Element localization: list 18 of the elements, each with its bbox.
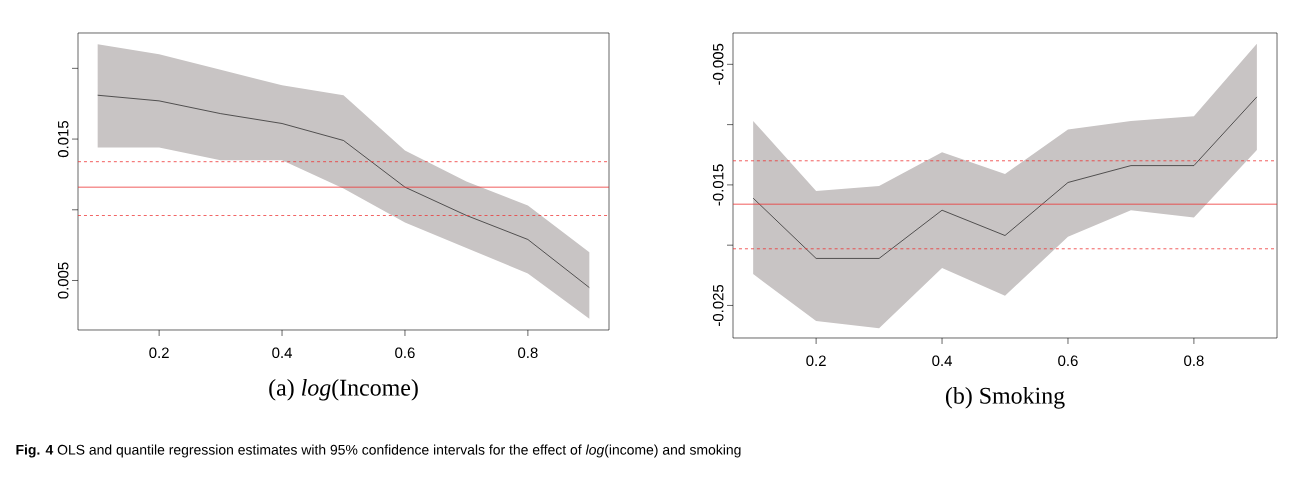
x-tick-label: 0.6: [1058, 355, 1078, 367]
x-tick-label: 0.2: [149, 347, 169, 359]
y-tick-label: -0.025: [712, 284, 724, 326]
line-series: [752, 96, 1258, 259]
x-axis-title: (b) Smoking: [945, 386, 1065, 409]
x-tick-label: 0.4: [932, 355, 952, 367]
x-tick-label: 0.8: [1184, 355, 1204, 367]
y-tick-label: -0.005: [712, 43, 724, 85]
x-tick-label: 0.6: [395, 347, 415, 359]
y-tick-label: -0.015: [712, 164, 724, 206]
x-tick-label: 0.8: [518, 347, 538, 359]
text: Fig. 4 OLS and quantile regression estimates with 95% confidence intervals for the effect of log(income) and smoking: [16, 444, 741, 458]
y-tick-label: 0.005: [57, 262, 69, 299]
x-axis-title: (a) log(Income): [269, 378, 418, 401]
y-tick-label: 0.015: [57, 121, 69, 158]
line-series: [97, 94, 590, 288]
x-tick-label: 0.4: [272, 347, 292, 359]
x-tick-label: 0.2: [806, 355, 826, 367]
